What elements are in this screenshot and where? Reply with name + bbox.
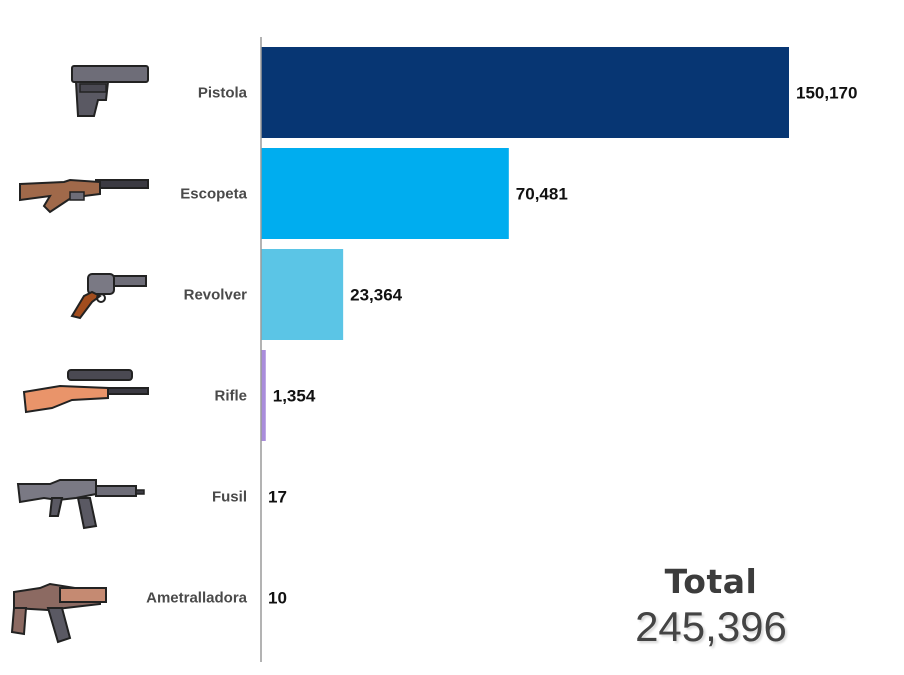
revolver-icon <box>70 273 147 320</box>
category-label: Revolver <box>184 287 248 304</box>
shotgun-icon <box>19 178 149 214</box>
total-summary: Total 245,396 <box>626 562 796 651</box>
value-label: 1,354 <box>273 387 316 406</box>
value-label: 150,170 <box>796 84 857 103</box>
category-label: Escopeta <box>180 186 247 203</box>
category-label: Fusil <box>212 489 247 506</box>
bar-escopeta <box>261 148 509 239</box>
category-label: Ametralladora <box>146 590 248 607</box>
bar-revolver <box>261 249 344 340</box>
total-title: Total <box>664 562 758 601</box>
value-label: 10 <box>268 589 287 608</box>
bar-pistola <box>261 47 789 138</box>
value-label: 23,364 <box>350 286 403 305</box>
bar-rifle <box>261 350 266 441</box>
category-label: Pistola <box>198 85 248 102</box>
assault-rifle-icon <box>16 479 145 530</box>
machine-gun-icon <box>10 582 107 644</box>
pistol-icon <box>71 65 149 117</box>
category-label: Rifle <box>214 388 247 405</box>
weapon-icons <box>10 65 149 644</box>
bars <box>261 47 789 643</box>
value-label: 70,481 <box>516 185 568 204</box>
labels: Pistola 150,170 Escopeta 70,481 Revolver 23,3… <box>146 84 857 608</box>
rifle-icon <box>22 369 149 414</box>
total-value: 245,396 <box>635 603 787 650</box>
value-label: 17 <box>268 488 287 507</box>
